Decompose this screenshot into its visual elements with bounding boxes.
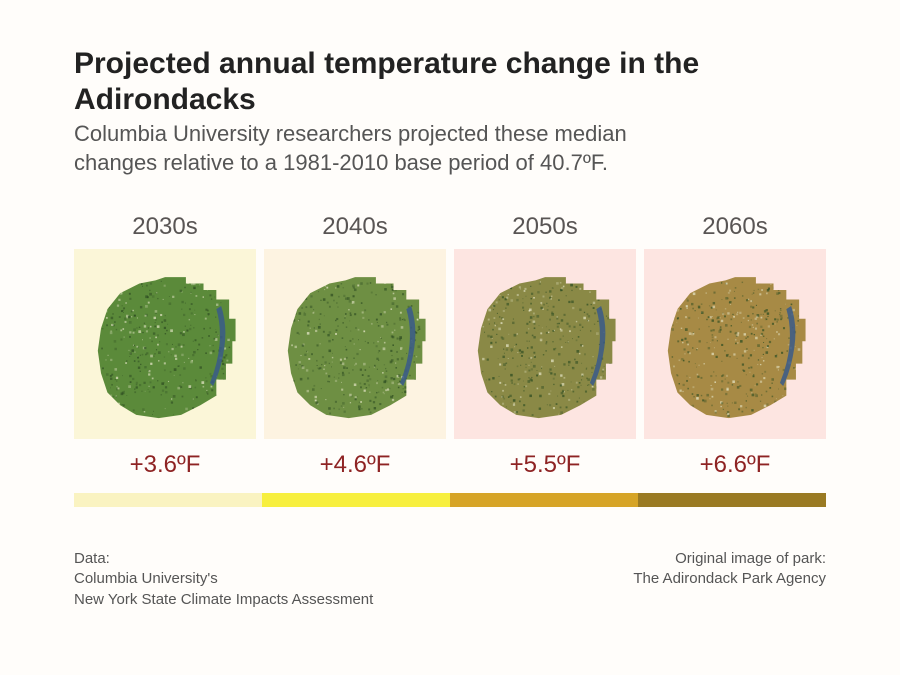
decade-label: 2040s <box>322 213 387 241</box>
footer: Data: Columbia University's New York Sta… <box>74 549 826 610</box>
decade-label: 2050s <box>512 213 577 241</box>
footer-left-label: Data: <box>74 549 373 569</box>
footer-right: Original image of park: The Adirondack P… <box>633 549 826 610</box>
panel-2060s: 2060s +6.6ºF <box>644 213 826 479</box>
temp-value: +3.6ºF <box>130 451 201 479</box>
page-title: Projected annual temperature change in t… <box>74 46 714 118</box>
panel-2040s: 2040s +4.6ºF <box>264 213 446 479</box>
adirondack-map-icon <box>275 257 435 432</box>
adirondack-map-icon <box>655 257 815 432</box>
colorbar-segment-2 <box>450 493 638 507</box>
footer-right-label: Original image of park: <box>633 549 826 569</box>
map-tile <box>454 249 636 439</box>
colorbar-segment-0 <box>74 493 262 507</box>
panel-2050s: 2050s +5.5ºF <box>454 213 636 479</box>
adirondack-map-icon <box>85 257 245 432</box>
panels-row: 2030s +3.6ºF 2040s +4.6ºF 2050s +5.5ºF 2060s +6… <box>74 213 826 479</box>
footer-left-line1: Columbia University's <box>74 569 373 589</box>
colorbar-segment-3 <box>638 493 826 507</box>
panel-2030s: 2030s +3.6ºF <box>74 213 256 479</box>
temp-value: +4.6ºF <box>320 451 391 479</box>
page-subtitle: Columbia University researchers projecte… <box>74 120 714 177</box>
map-tile <box>74 249 256 439</box>
colorbar <box>74 493 826 507</box>
decade-label: 2030s <box>132 213 197 241</box>
temp-value: +5.5ºF <box>510 451 581 479</box>
footer-left: Data: Columbia University's New York Sta… <box>74 549 373 610</box>
footer-right-line1: The Adirondack Park Agency <box>633 569 826 589</box>
colorbar-segment-1 <box>262 493 450 507</box>
footer-left-line2: New York State Climate Impacts Assessmen… <box>74 590 373 610</box>
map-tile <box>644 249 826 439</box>
map-tile <box>264 249 446 439</box>
decade-label: 2060s <box>702 213 767 241</box>
temp-value: +6.6ºF <box>700 451 771 479</box>
adirondack-map-icon <box>465 257 625 432</box>
